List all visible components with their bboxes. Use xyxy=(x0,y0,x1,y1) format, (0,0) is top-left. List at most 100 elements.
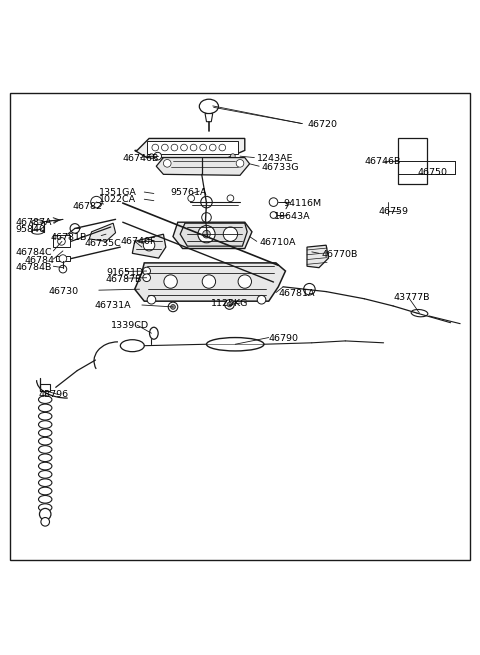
Text: 95761A: 95761A xyxy=(170,187,207,196)
Circle shape xyxy=(209,144,216,151)
Circle shape xyxy=(91,196,102,208)
Circle shape xyxy=(170,305,175,309)
Ellipse shape xyxy=(38,487,52,495)
Text: 46782: 46782 xyxy=(72,202,103,212)
Text: 18643A: 18643A xyxy=(274,212,310,221)
Ellipse shape xyxy=(38,429,52,437)
Text: 46790: 46790 xyxy=(269,333,299,343)
Text: 46750: 46750 xyxy=(417,168,447,178)
Text: 46784: 46784 xyxy=(24,255,55,265)
Ellipse shape xyxy=(38,413,52,420)
FancyBboxPatch shape xyxy=(40,384,50,390)
Polygon shape xyxy=(132,234,166,258)
Polygon shape xyxy=(173,222,252,248)
Circle shape xyxy=(238,275,252,288)
Circle shape xyxy=(236,160,244,167)
Circle shape xyxy=(171,144,178,151)
Text: 46784C: 46784C xyxy=(15,248,52,257)
FancyBboxPatch shape xyxy=(147,141,238,154)
Text: 91651D: 91651D xyxy=(106,268,143,277)
Ellipse shape xyxy=(38,445,52,453)
Circle shape xyxy=(219,144,226,151)
Circle shape xyxy=(223,227,238,241)
Text: 46740F: 46740F xyxy=(120,237,156,246)
Circle shape xyxy=(227,195,234,202)
Text: 46710A: 46710A xyxy=(259,238,296,247)
Polygon shape xyxy=(205,113,213,122)
Circle shape xyxy=(59,255,67,263)
Polygon shape xyxy=(89,223,116,241)
Text: 1125KG: 1125KG xyxy=(211,299,249,308)
Text: 46746B: 46746B xyxy=(123,154,159,163)
Circle shape xyxy=(201,196,212,208)
Text: 46730: 46730 xyxy=(48,287,79,295)
Circle shape xyxy=(202,213,211,222)
FancyBboxPatch shape xyxy=(398,138,427,184)
Text: 46781A: 46781A xyxy=(278,289,315,297)
Polygon shape xyxy=(307,245,328,268)
Ellipse shape xyxy=(38,462,52,470)
Ellipse shape xyxy=(38,421,52,428)
Text: 46759: 46759 xyxy=(379,207,409,215)
Circle shape xyxy=(143,267,151,275)
Text: 46735C: 46735C xyxy=(84,239,121,248)
Circle shape xyxy=(164,275,177,288)
Polygon shape xyxy=(32,222,44,232)
Circle shape xyxy=(41,517,49,526)
Circle shape xyxy=(144,240,155,251)
Text: 46733G: 46733G xyxy=(262,162,299,172)
Circle shape xyxy=(161,144,168,151)
Text: 43796: 43796 xyxy=(39,390,69,400)
Circle shape xyxy=(190,144,197,151)
Circle shape xyxy=(304,284,315,295)
Text: 1022CA: 1022CA xyxy=(99,195,136,204)
Circle shape xyxy=(180,144,187,151)
Ellipse shape xyxy=(38,404,52,412)
Circle shape xyxy=(203,231,210,238)
Text: 46746B: 46746B xyxy=(364,157,401,166)
Text: 95840: 95840 xyxy=(15,225,45,234)
Ellipse shape xyxy=(32,220,44,225)
Circle shape xyxy=(227,302,232,307)
Polygon shape xyxy=(135,263,286,301)
Circle shape xyxy=(198,225,215,243)
Circle shape xyxy=(58,238,65,245)
Text: 46781B: 46781B xyxy=(51,233,87,242)
Circle shape xyxy=(257,295,266,304)
Circle shape xyxy=(59,265,67,273)
Circle shape xyxy=(147,295,156,304)
Circle shape xyxy=(143,274,151,282)
Circle shape xyxy=(152,144,158,151)
Circle shape xyxy=(39,508,51,520)
Circle shape xyxy=(168,302,178,312)
Ellipse shape xyxy=(38,495,52,503)
Text: 46731A: 46731A xyxy=(94,301,131,310)
Polygon shape xyxy=(56,255,70,261)
Ellipse shape xyxy=(150,328,158,339)
Circle shape xyxy=(269,198,278,206)
Text: 1243AE: 1243AE xyxy=(257,154,293,163)
FancyBboxPatch shape xyxy=(53,235,70,247)
Text: 1339CD: 1339CD xyxy=(111,320,149,329)
Ellipse shape xyxy=(120,340,144,352)
Text: 46787B: 46787B xyxy=(106,274,143,284)
Ellipse shape xyxy=(38,454,52,462)
Text: 43777B: 43777B xyxy=(393,293,430,303)
Text: 46787A: 46787A xyxy=(15,218,51,227)
Circle shape xyxy=(202,275,216,288)
Circle shape xyxy=(270,212,277,218)
Ellipse shape xyxy=(38,504,52,512)
Text: 46784B: 46784B xyxy=(15,263,51,272)
Text: 1351GA: 1351GA xyxy=(99,187,137,196)
Circle shape xyxy=(188,195,194,202)
Circle shape xyxy=(163,160,171,167)
Ellipse shape xyxy=(411,310,428,317)
Text: 46720: 46720 xyxy=(307,120,337,128)
Circle shape xyxy=(225,300,234,309)
Circle shape xyxy=(200,144,206,151)
Circle shape xyxy=(70,223,80,233)
Circle shape xyxy=(149,154,154,159)
Circle shape xyxy=(230,154,235,159)
Text: 94116M: 94116M xyxy=(283,198,321,208)
Ellipse shape xyxy=(38,438,52,445)
